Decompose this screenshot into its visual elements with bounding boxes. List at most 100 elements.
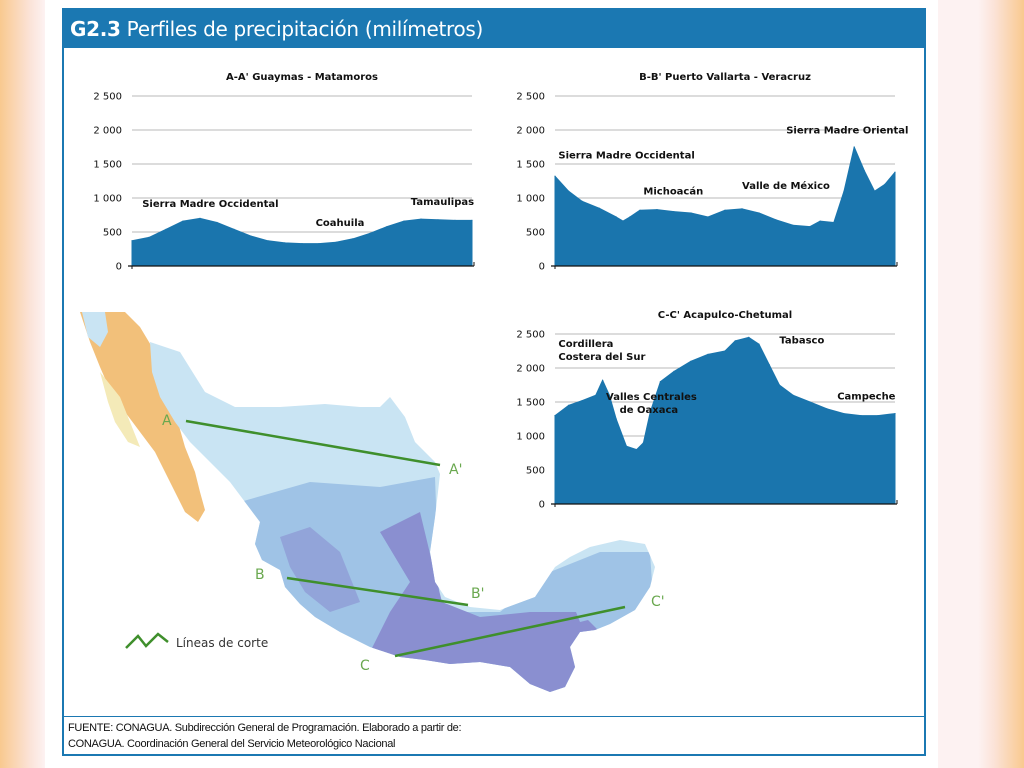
y-tick-label: 500 bbox=[526, 466, 545, 477]
region-annotation: Coahuila bbox=[316, 218, 365, 229]
figure-label: G2.3 bbox=[70, 17, 121, 41]
chart-title: B-B' Puerto Vallarta - Veracruz bbox=[639, 72, 811, 83]
figure-frame: G2.3 Perfiles de precipitación (milímetro… bbox=[62, 8, 926, 756]
data-point bbox=[131, 240, 133, 242]
data-point bbox=[403, 220, 405, 222]
cut-line-cc bbox=[394, 605, 626, 658]
region-annotation: Tabasco bbox=[779, 336, 824, 347]
region-annotation: Tamaulipas bbox=[411, 197, 474, 208]
y-tick-label: 2 000 bbox=[516, 364, 545, 375]
cut-label-b: B bbox=[255, 567, 265, 583]
data-point bbox=[625, 445, 627, 447]
data-point bbox=[863, 170, 865, 172]
data-point bbox=[673, 211, 675, 213]
data-point bbox=[233, 228, 235, 230]
data-point bbox=[352, 238, 354, 240]
data-point bbox=[853, 146, 855, 148]
data-point bbox=[595, 394, 597, 396]
baja-semi-arid bbox=[100, 372, 140, 447]
source-note: FUENTE: CONAGUA. Subdirección General de… bbox=[68, 720, 918, 752]
data-point bbox=[369, 232, 371, 234]
data-point bbox=[894, 413, 896, 415]
data-point bbox=[775, 219, 777, 221]
cut-line-aa bbox=[185, 419, 441, 467]
data-point bbox=[649, 411, 651, 413]
sierra-madre-wet-band bbox=[280, 527, 360, 612]
y-tick-label: 1 000 bbox=[516, 432, 545, 443]
data-point bbox=[690, 212, 692, 214]
y-tick-label: 2 500 bbox=[516, 330, 545, 341]
y-tick-label: 2 000 bbox=[516, 126, 545, 137]
data-point bbox=[568, 404, 570, 406]
data-point bbox=[602, 379, 604, 381]
data-point bbox=[860, 415, 862, 417]
data-point bbox=[629, 216, 631, 218]
cut-line-bb bbox=[286, 576, 469, 607]
data-point bbox=[639, 209, 641, 211]
data-point bbox=[673, 370, 675, 372]
region-annotation: Michoacán bbox=[643, 186, 703, 198]
legend-label: Líneas de corte bbox=[176, 636, 268, 650]
data-point bbox=[615, 418, 617, 420]
data-point bbox=[707, 353, 709, 355]
cut-labels: A A' B B' C C' bbox=[162, 413, 665, 674]
region-annotation: Valles Centrales bbox=[606, 392, 697, 403]
chart-title: C-C' Acapulco-Chetumal bbox=[658, 310, 792, 321]
y-tick-label: 2 500 bbox=[516, 92, 545, 103]
cut-label-a: A bbox=[162, 413, 172, 429]
chart-cc-acapulco-chetumal: C-C' Acapulco-Chetumal 0 500 1 000 1 500 2 00… bbox=[516, 310, 898, 511]
data-point bbox=[454, 219, 456, 221]
data-point bbox=[659, 381, 661, 383]
data-point bbox=[758, 343, 760, 345]
data-point bbox=[778, 384, 780, 386]
data-point bbox=[148, 236, 150, 238]
data-point bbox=[608, 394, 610, 396]
data-point bbox=[833, 221, 835, 224]
mainland-wet-zone bbox=[370, 512, 600, 692]
data-point bbox=[843, 190, 845, 192]
data-point bbox=[843, 413, 845, 415]
y-tick-label: 1 000 bbox=[93, 194, 122, 205]
data-point bbox=[622, 220, 624, 222]
cut-lines bbox=[185, 419, 626, 658]
map-legend: Líneas de corte bbox=[125, 632, 268, 650]
data-point bbox=[642, 442, 644, 444]
data-point bbox=[554, 175, 556, 177]
baja-california bbox=[80, 312, 205, 522]
data-point bbox=[724, 209, 726, 211]
y-tick-label: 500 bbox=[526, 228, 545, 239]
region-annotation: de Oaxaca bbox=[620, 405, 679, 416]
data-point bbox=[656, 209, 658, 211]
legend-line-icon bbox=[125, 632, 169, 649]
data-point bbox=[690, 360, 692, 362]
data-point bbox=[318, 243, 320, 245]
data-point bbox=[581, 200, 583, 202]
region-annotation: Campeche bbox=[837, 391, 895, 402]
y-tick-label: 500 bbox=[103, 228, 122, 239]
y-tick-label: 0 bbox=[116, 262, 122, 273]
region-annotation: Sierra Madre Occidental bbox=[558, 151, 694, 162]
cut-label-a-prime: A' bbox=[449, 462, 462, 478]
data-point bbox=[748, 336, 750, 338]
data-point bbox=[826, 408, 828, 410]
region-annotation: Sierra Madre Occidental bbox=[142, 199, 278, 210]
data-point bbox=[768, 364, 770, 366]
y-tick-label: 2 500 bbox=[93, 92, 122, 103]
data-point bbox=[301, 243, 303, 245]
region-annotation: Costera del Sur bbox=[558, 352, 645, 363]
chart-bb-puerto-vallarta-veracruz: B-B' Puerto Vallarta - Veracruz 0 500 1 000… bbox=[516, 72, 908, 273]
figure-title: Perfiles de precipitación (milímetros) bbox=[126, 17, 484, 41]
y-tick-label: 1 500 bbox=[516, 160, 545, 171]
data-point bbox=[216, 221, 218, 224]
figure-title-bar: G2.3 Perfiles de precipitación (milímetro… bbox=[64, 10, 924, 48]
data-point bbox=[707, 216, 709, 218]
data-point bbox=[267, 240, 269, 242]
y-tick-label: 2 000 bbox=[93, 126, 122, 137]
data-point bbox=[581, 400, 583, 402]
y-tick-label: 1 000 bbox=[516, 194, 545, 205]
data-point bbox=[819, 220, 821, 222]
data-point bbox=[758, 212, 760, 214]
y-tick-label: 0 bbox=[539, 500, 545, 511]
data-point bbox=[165, 228, 167, 230]
data-point bbox=[809, 226, 811, 228]
